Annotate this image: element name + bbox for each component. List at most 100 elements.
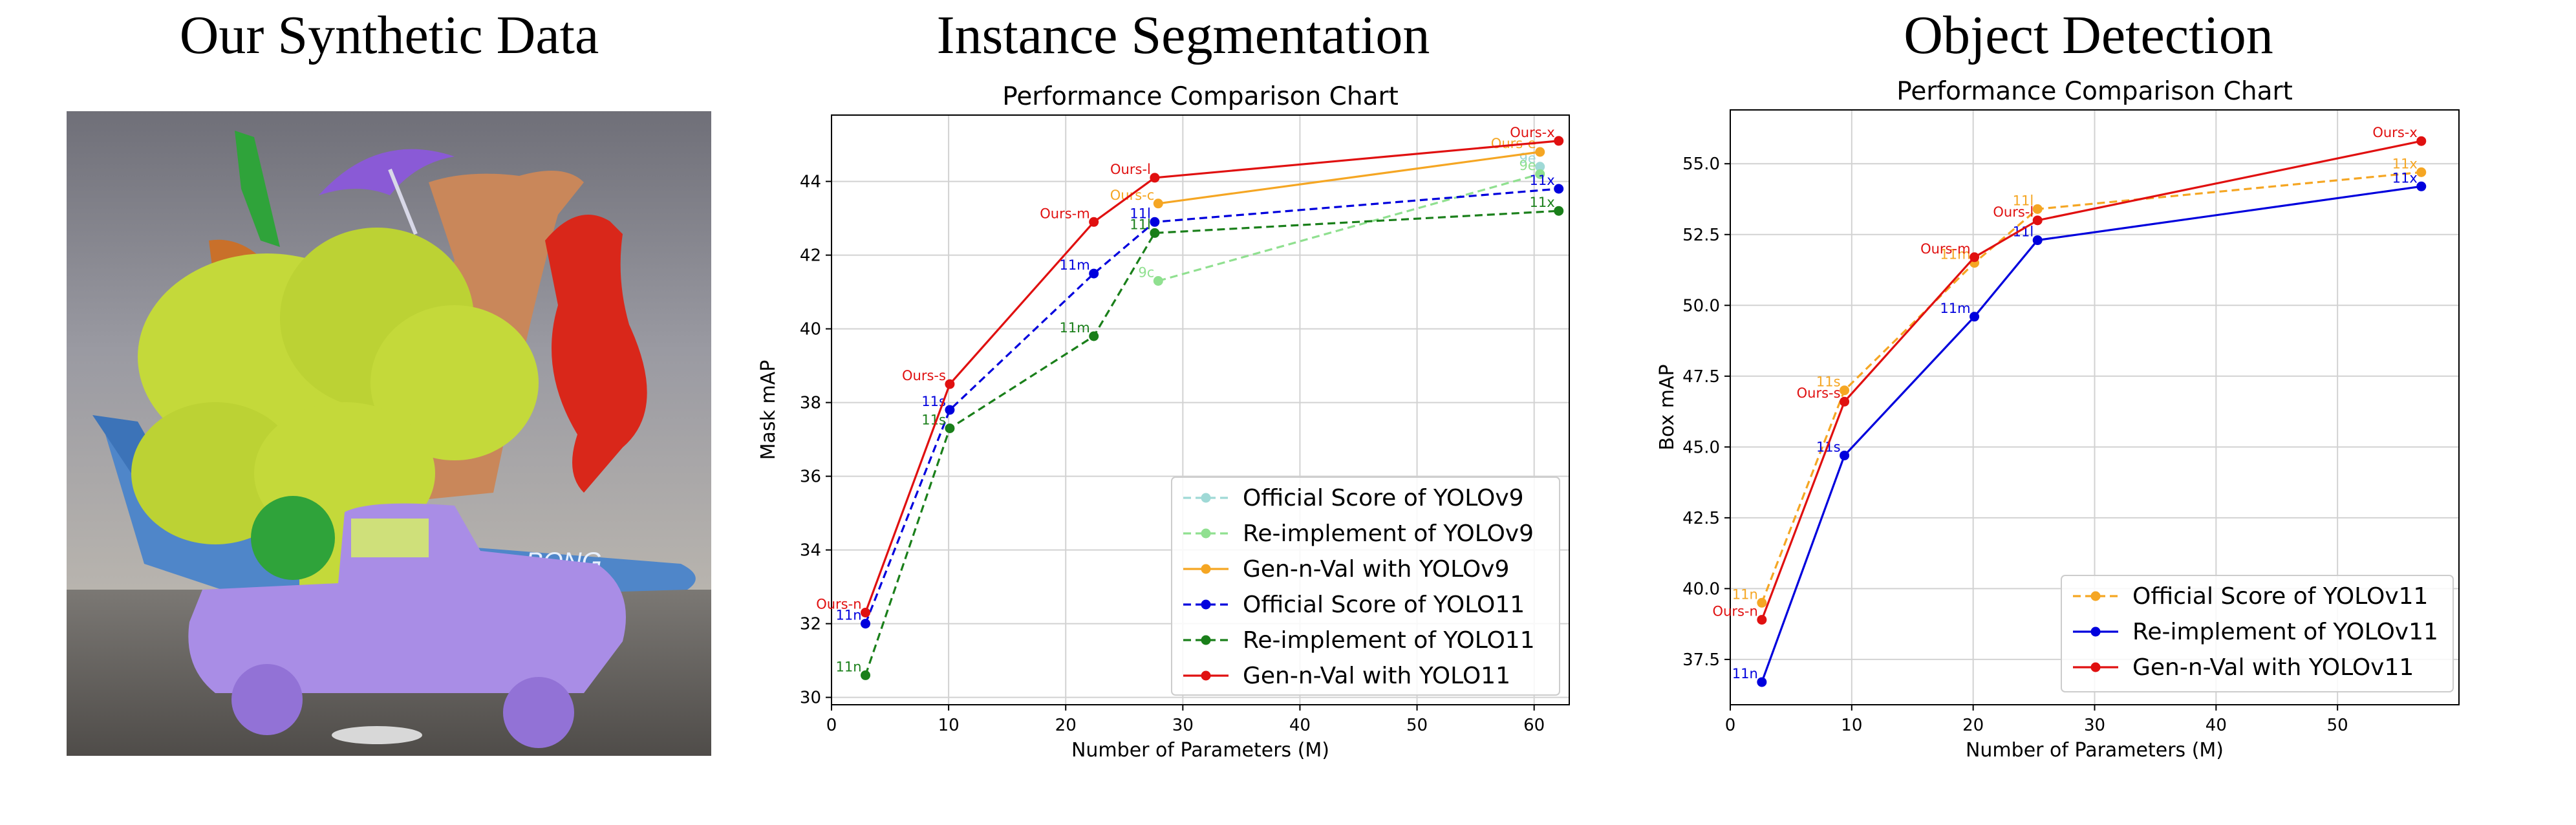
y-tick-label: 42.5 bbox=[1682, 509, 1720, 528]
legend-marker bbox=[1201, 528, 1211, 539]
data-point bbox=[861, 608, 871, 617]
y-tick-label: 36 bbox=[800, 467, 821, 487]
point-label: Ours-x bbox=[2372, 125, 2417, 140]
y-tick-label: 30 bbox=[800, 689, 821, 708]
point-label: Ours-m bbox=[1920, 241, 1970, 257]
point-label: 11m bbox=[1940, 301, 1970, 316]
series-1: 11n 11s 11m 11l 11x bbox=[1732, 170, 2427, 687]
point-label: 11n bbox=[1732, 586, 1758, 602]
data-point bbox=[2416, 136, 2427, 146]
legend-marker bbox=[2090, 627, 2101, 637]
point-label: Ours-n bbox=[816, 597, 861, 612]
data-point bbox=[945, 405, 955, 415]
point-label: 11x bbox=[1530, 173, 1555, 188]
y-tick-label: 40.0 bbox=[1682, 579, 1720, 599]
point-label: 11m bbox=[1060, 320, 1090, 336]
x-tick-label: 10 bbox=[938, 716, 960, 735]
point-label: 11l bbox=[2013, 193, 2034, 208]
rooster-shape bbox=[545, 215, 647, 493]
series-2: Ours-n Ours-s Ours-m Ours-l Ours-x bbox=[1713, 125, 2427, 625]
point-label: 11x bbox=[1530, 195, 1555, 210]
point-label: 11n bbox=[835, 659, 861, 674]
y-axis-label: Mask mAP bbox=[757, 360, 780, 460]
legend-label: Gen-n-Val with YOLOv9 bbox=[1243, 556, 1509, 583]
legend-marker bbox=[1201, 564, 1211, 574]
legend-label: Gen-n-Val with YOLO11 bbox=[1243, 663, 1510, 689]
tie-shape bbox=[235, 131, 280, 247]
data-point bbox=[2032, 204, 2043, 214]
series-0: 11n 11s 11m 11l 11x bbox=[1732, 156, 2427, 608]
legend-label: Re-implement of YOLOv9 bbox=[1243, 520, 1534, 547]
point-label: Ours-x bbox=[1510, 125, 1554, 140]
axes-frame bbox=[1730, 109, 2460, 705]
point-label: 11l bbox=[1130, 217, 1151, 232]
chart-segmentation: 0 10 20 30 40 50 60 30 32 34 36 38 40 42 44 Performance… bbox=[757, 82, 1570, 762]
x-tick-label: 40 bbox=[1289, 716, 1311, 735]
data-point bbox=[2416, 167, 2427, 177]
x-tick-label: 60 bbox=[1523, 716, 1545, 735]
x-tick-label: 30 bbox=[1172, 716, 1194, 735]
data-point bbox=[1535, 162, 1545, 172]
data-point bbox=[1150, 173, 1160, 183]
legend-label: Re-implement of YOLOv11 bbox=[2132, 619, 2438, 645]
point-label: Ours-n bbox=[1713, 604, 1758, 619]
legend-marker bbox=[1201, 599, 1211, 610]
point-label: 11n bbox=[835, 608, 861, 623]
y-tick-label: 32 bbox=[800, 615, 821, 634]
point-label: 11l bbox=[1130, 206, 1151, 221]
series-line bbox=[1157, 173, 1541, 283]
axes-frame bbox=[831, 114, 1570, 705]
x-axis-label: Number of Parameters (M) bbox=[1966, 739, 2224, 762]
legend-marker bbox=[1201, 635, 1211, 645]
point-label: 11m bbox=[1940, 247, 1970, 262]
y-tick-label: 50.0 bbox=[1682, 296, 1720, 316]
x-tick-label: 0 bbox=[826, 716, 837, 735]
y-tick-label: 55.0 bbox=[1682, 155, 1720, 174]
data-point bbox=[1089, 268, 1099, 279]
data-point bbox=[1153, 276, 1163, 286]
data-point bbox=[2032, 215, 2043, 226]
series-5: Ours-n Ours-s Ours-m Ours-l Ours-x bbox=[816, 125, 1564, 617]
y-tick-label: 44 bbox=[800, 173, 821, 192]
x-tick-label: 20 bbox=[1055, 716, 1077, 735]
data-point bbox=[1554, 184, 1564, 194]
legend: Official Score of YOLOv9 Re-implement of … bbox=[1171, 477, 1560, 696]
y-tick-label: 47.5 bbox=[1682, 367, 1720, 387]
panel-title-detection: Object Detection bbox=[1904, 5, 2273, 65]
legend-label: Re-implement of YOLO11 bbox=[1243, 627, 1535, 654]
data-point bbox=[861, 670, 871, 680]
point-label: 11x bbox=[2392, 170, 2418, 186]
data-point bbox=[1089, 217, 1099, 227]
x-tick-label: 10 bbox=[1841, 716, 1862, 735]
legend-box bbox=[2061, 575, 2454, 692]
panel-title-synthetic: Our Synthetic Data bbox=[179, 5, 599, 65]
series-line bbox=[864, 188, 1559, 625]
point-label: 11l bbox=[2013, 224, 2034, 240]
data-point bbox=[1757, 677, 1767, 687]
chart-title: Performance Comparison Chart bbox=[1002, 82, 1399, 111]
chart-detection: 0 10 20 30 40 50 37.5 40.0 42.5 45.0 47.5 50.0 52.5 5… bbox=[1656, 77, 2460, 762]
umbrella-shape bbox=[319, 149, 455, 235]
x-tick-label: 40 bbox=[2206, 716, 2227, 735]
data-point bbox=[1554, 136, 1564, 146]
x-tick-label: 50 bbox=[1406, 716, 1428, 735]
legend-label: Official Score of YOLOv11 bbox=[2132, 583, 2428, 610]
data-point bbox=[1840, 450, 1850, 460]
x-axis-label: Number of Parameters (M) bbox=[1071, 739, 1329, 762]
point-label: 9e bbox=[1519, 158, 1536, 173]
legend-label: Gen-n-Val with YOLOv11 bbox=[2132, 654, 2414, 681]
green-ball bbox=[251, 496, 335, 580]
data-point bbox=[1150, 217, 1160, 227]
chart-title: Performance Comparison Chart bbox=[1896, 77, 2293, 106]
data-point bbox=[1554, 206, 1564, 216]
series-1: 9c 9e bbox=[1138, 158, 1545, 286]
point-label: Ours-l bbox=[1993, 204, 2034, 220]
point-label: 11m bbox=[1060, 257, 1090, 273]
data-point bbox=[1535, 169, 1545, 179]
legend-box bbox=[1171, 477, 1560, 696]
truck-shape bbox=[188, 503, 626, 748]
data-point bbox=[2416, 181, 2427, 191]
point-label: 11n bbox=[1732, 666, 1758, 681]
